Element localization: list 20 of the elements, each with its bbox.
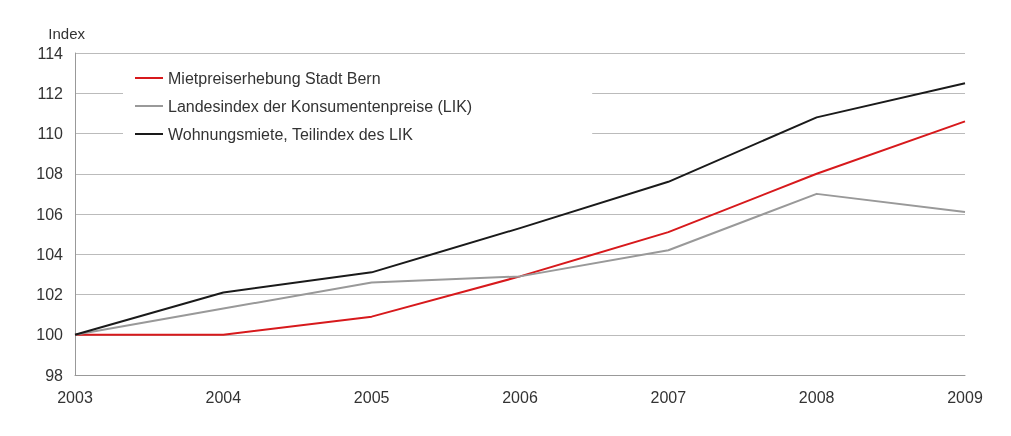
legend-label: Wohnungsmiete, Teilindex des LIK xyxy=(168,125,414,143)
y-tick-label: 108 xyxy=(36,165,64,183)
x-tick-label: 2004 xyxy=(205,388,242,406)
y-tick-label: 114 xyxy=(37,44,64,62)
x-tick-label: 2009 xyxy=(947,388,983,406)
legend-label: Mietpreiserhebung Stadt Bern xyxy=(168,69,381,87)
y-axis-title: Index xyxy=(48,25,86,42)
legend-label: Landesindex der Konsumentenpreise (LIK) xyxy=(168,97,473,115)
y-tick-label: 106 xyxy=(36,205,64,223)
x-tick-label: 2003 xyxy=(57,388,93,406)
x-tick-label: 2005 xyxy=(353,388,390,406)
x-tick-label: 2007 xyxy=(650,388,687,406)
y-tick-label: 104 xyxy=(36,245,64,263)
y-tick-label: 110 xyxy=(37,125,64,142)
y-tick-label: 98 xyxy=(45,366,64,384)
x-tick-label: 2008 xyxy=(798,388,835,406)
y-tick-label: 100 xyxy=(36,326,64,344)
y-tick-label: 102 xyxy=(36,286,64,303)
x-tick-label: 2006 xyxy=(502,388,538,406)
y-tick-label: 112 xyxy=(37,84,64,102)
